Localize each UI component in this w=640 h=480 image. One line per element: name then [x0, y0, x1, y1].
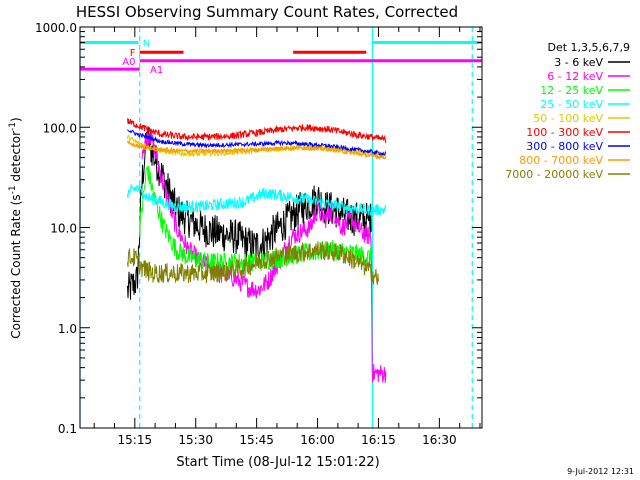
- x-axis: 15:15 15:30 15:45 16:00 16:15 16:30: [93, 27, 481, 447]
- y-axis-label-part: detector: [9, 131, 23, 186]
- flag-bar-label: F: [130, 48, 136, 59]
- legend-title: Det 1,3,5,6,7,9: [547, 41, 630, 54]
- series-line: [127, 140, 387, 161]
- y-axis-label: Corrected Count Rate (s-1 detector-1): [8, 117, 23, 338]
- y-tick-label: 100.0: [43, 121, 77, 135]
- timestamp: 9-Jul-2012 12:31: [567, 467, 634, 476]
- series-line: [127, 241, 379, 286]
- chart-title: HESSI Observing Summary Count Rates, Cor…: [76, 3, 458, 21]
- x-tick-label: 15:15: [118, 433, 153, 447]
- series-line: [141, 129, 387, 383]
- series-lines: [127, 118, 387, 383]
- y-tick-label: 10.0: [50, 222, 77, 236]
- x-axis-label: Start Time (08-Jul-12 15:01:22): [176, 455, 379, 470]
- flag-bar-label: A1: [150, 65, 163, 76]
- y-axis-label-superscript: -1: [8, 122, 18, 131]
- flag-bar-label: N: [143, 39, 150, 50]
- legend-label: 300 - 800 keV: [526, 140, 603, 153]
- legend-label: 50 - 100 keV: [533, 112, 603, 125]
- x-tick-label: 16:30: [422, 433, 457, 447]
- y-axis: 0.1 1.0 10.0 100.0 1000.0: [35, 21, 482, 436]
- y-axis-label-superscript: -1: [8, 185, 18, 194]
- x-tick-label: 15:45: [239, 433, 274, 447]
- legend-label: 100 - 300 keV: [526, 126, 603, 139]
- x-tick-label: 16:15: [361, 433, 396, 447]
- x-tick-label: 15:30: [178, 433, 213, 447]
- series-line: [127, 118, 387, 144]
- series-line: [127, 129, 387, 157]
- x-tick-label: 16:00: [300, 433, 335, 447]
- y-tick-label: 1000.0: [35, 21, 77, 35]
- legend-label: 12 - 25 keV: [540, 84, 603, 97]
- y-axis-label-part: ): [9, 117, 23, 122]
- y-axis-label-part: Corrected Count Rate (s: [9, 194, 23, 338]
- y-tick-label: 0.1: [58, 422, 77, 436]
- flag-bar-label: A0: [122, 57, 135, 68]
- y-tick-label: 1.0: [58, 322, 77, 336]
- series-line: [127, 183, 387, 216]
- legend-label: 3 - 6 keV: [554, 56, 603, 69]
- legend-label: 25 - 50 keV: [540, 98, 603, 111]
- legend-label: 6 - 12 keV: [547, 70, 603, 83]
- legend-label: 7000 - 20000 keV: [505, 168, 603, 181]
- legend-label: 800 - 7000 keV: [519, 154, 603, 167]
